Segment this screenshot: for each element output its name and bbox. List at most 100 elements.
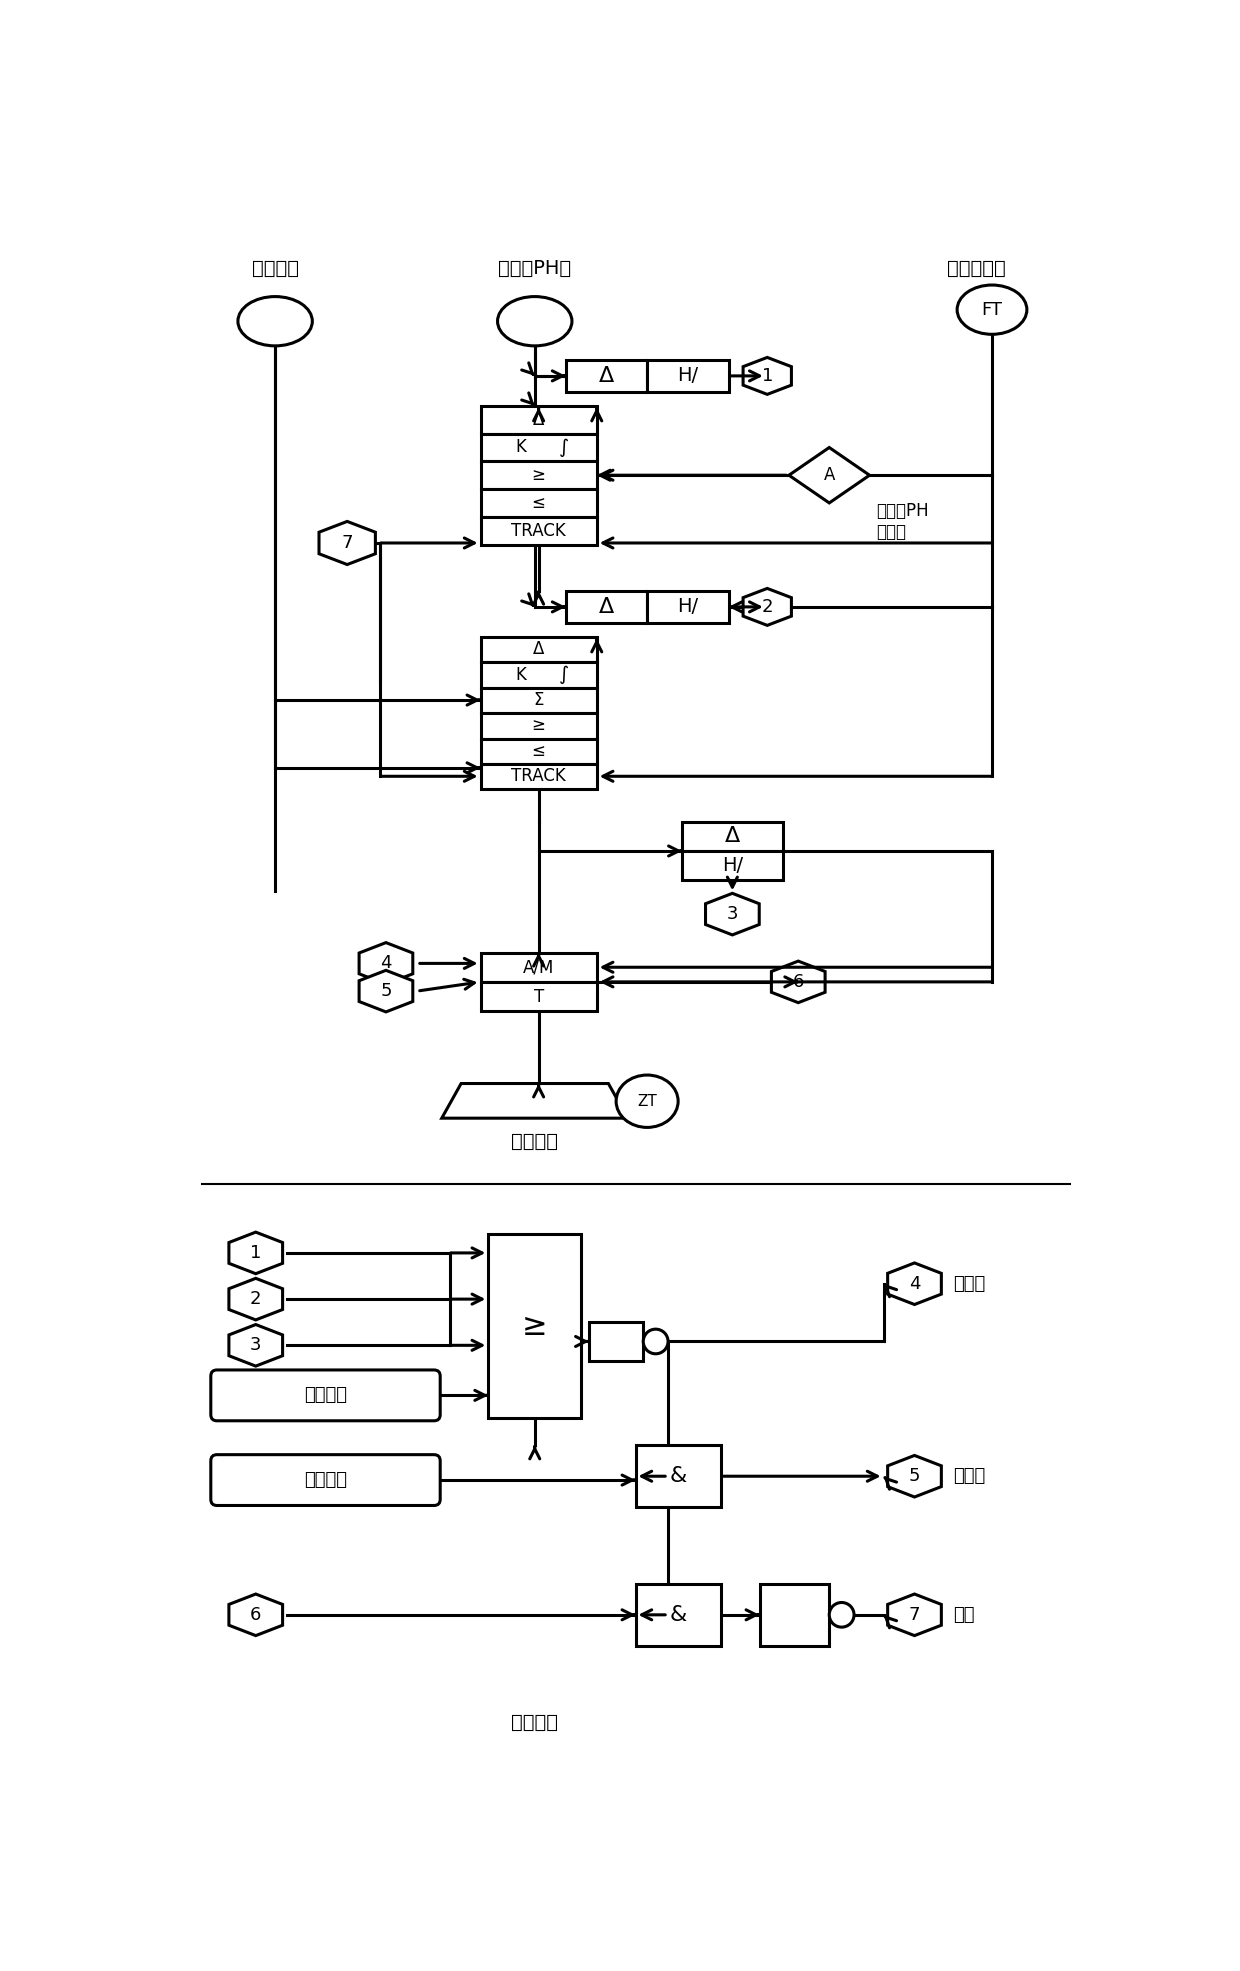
Bar <box>759 1585 830 1646</box>
Bar <box>481 434 596 461</box>
Circle shape <box>830 1602 854 1628</box>
Bar <box>489 1234 582 1419</box>
Bar <box>481 406 596 434</box>
Text: 6: 6 <box>250 1606 262 1624</box>
Text: Δ: Δ <box>533 641 544 658</box>
Bar <box>647 591 729 623</box>
Text: K: K <box>516 666 527 684</box>
Text: TRACK: TRACK <box>511 522 565 540</box>
Bar <box>647 361 729 392</box>
Text: 6: 6 <box>792 974 804 991</box>
Text: ∫: ∫ <box>559 664 569 684</box>
Text: FT: FT <box>982 302 1002 319</box>
Bar <box>565 591 647 623</box>
Text: ≤: ≤ <box>532 495 546 512</box>
Text: H/: H/ <box>722 855 743 875</box>
Text: 跟踪: 跟踪 <box>954 1606 975 1624</box>
Bar <box>635 1585 720 1646</box>
Text: H/: H/ <box>677 367 698 386</box>
Text: 程控自动: 程控自动 <box>304 1470 347 1488</box>
Text: 切换逻辑: 切换逻辑 <box>511 1713 558 1733</box>
Text: K: K <box>516 438 527 457</box>
Polygon shape <box>743 589 791 625</box>
Text: 程控手动: 程控手动 <box>304 1386 347 1405</box>
Text: 1: 1 <box>250 1244 262 1261</box>
Text: 3: 3 <box>727 905 738 922</box>
Text: ≥: ≥ <box>532 467 546 485</box>
Bar <box>565 361 647 392</box>
Text: Δ: Δ <box>533 410 544 430</box>
Bar <box>481 982 596 1011</box>
Polygon shape <box>229 1595 283 1636</box>
Text: 2: 2 <box>250 1291 262 1309</box>
Bar <box>481 688 596 714</box>
Ellipse shape <box>957 286 1027 335</box>
Text: 切手动: 切手动 <box>954 1275 986 1293</box>
Polygon shape <box>789 447 869 503</box>
Polygon shape <box>441 1084 627 1118</box>
Polygon shape <box>229 1232 283 1273</box>
Text: 切自动: 切自动 <box>954 1466 986 1486</box>
Bar <box>481 952 596 982</box>
Bar <box>481 765 596 788</box>
Text: &: & <box>670 1604 687 1624</box>
Text: 2: 2 <box>761 597 773 615</box>
Circle shape <box>644 1328 668 1354</box>
Polygon shape <box>888 1263 941 1305</box>
FancyBboxPatch shape <box>211 1370 440 1421</box>
Polygon shape <box>888 1455 941 1498</box>
Polygon shape <box>771 962 825 1003</box>
Text: 4: 4 <box>381 954 392 972</box>
Text: 7: 7 <box>341 534 353 552</box>
Text: 1: 1 <box>761 367 773 384</box>
Text: 氨供给流量: 氨供给流量 <box>947 260 1006 278</box>
Text: Δ: Δ <box>599 367 614 386</box>
Text: ≥: ≥ <box>522 1311 548 1340</box>
Text: A: A <box>823 467 835 485</box>
Text: 氨供给泵: 氨供给泵 <box>511 1131 558 1151</box>
Ellipse shape <box>238 296 312 345</box>
Text: ZT: ZT <box>637 1094 657 1110</box>
Ellipse shape <box>616 1074 678 1127</box>
Bar <box>481 516 596 544</box>
Text: ≤: ≤ <box>532 741 546 761</box>
Text: Δ: Δ <box>724 826 740 846</box>
Text: H/: H/ <box>677 597 698 617</box>
Polygon shape <box>360 942 413 984</box>
Text: 7: 7 <box>909 1606 920 1624</box>
Bar <box>481 489 596 516</box>
Polygon shape <box>706 893 759 934</box>
Text: ∫: ∫ <box>559 438 569 457</box>
Text: Δ: Δ <box>599 597 614 617</box>
Text: 吸收液PH值: 吸收液PH值 <box>498 260 572 278</box>
Polygon shape <box>743 357 791 394</box>
Text: &: & <box>670 1466 687 1486</box>
Bar <box>481 739 596 765</box>
FancyBboxPatch shape <box>211 1455 440 1506</box>
Polygon shape <box>360 970 413 1011</box>
Bar <box>481 637 596 662</box>
Text: 吸收液PH
设定值: 吸收液PH 设定值 <box>875 503 929 540</box>
Text: 5: 5 <box>909 1466 920 1486</box>
Bar <box>682 822 782 851</box>
Text: A/M: A/M <box>523 958 554 976</box>
Polygon shape <box>229 1279 283 1321</box>
Text: 5: 5 <box>381 982 392 999</box>
Text: Σ: Σ <box>533 692 544 710</box>
Bar <box>589 1323 644 1360</box>
Bar <box>682 851 782 881</box>
Bar <box>481 662 596 688</box>
Text: 3: 3 <box>250 1336 262 1354</box>
Bar <box>481 461 596 489</box>
Text: 锅炉负荷: 锅炉负荷 <box>252 260 299 278</box>
Ellipse shape <box>497 296 572 345</box>
Text: T: T <box>533 987 544 1005</box>
Bar <box>481 714 596 739</box>
Polygon shape <box>888 1595 941 1636</box>
Text: TRACK: TRACK <box>511 767 565 784</box>
Polygon shape <box>319 522 376 564</box>
Text: 4: 4 <box>909 1275 920 1293</box>
Text: ≥: ≥ <box>532 717 546 735</box>
Bar <box>635 1445 720 1508</box>
Polygon shape <box>229 1325 283 1366</box>
